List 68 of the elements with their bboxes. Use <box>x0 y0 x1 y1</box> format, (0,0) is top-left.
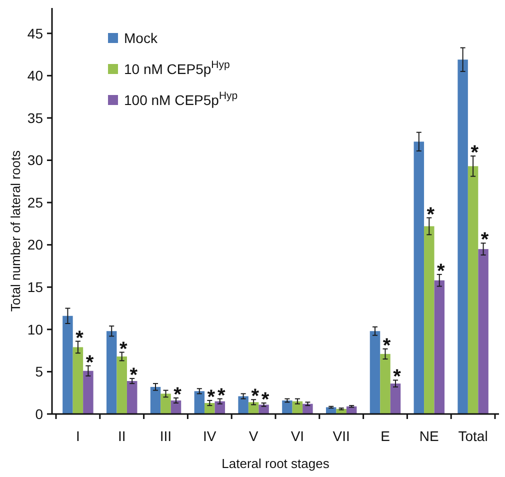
y-tick-label: 35 <box>27 110 44 126</box>
legend-label: 10 nM CEP5p$^{Hyp}$ <box>124 58 230 77</box>
legend-label: 100 nM CEP5p$^{Hyp}$ <box>124 90 238 108</box>
y-tick-label: 45 <box>27 25 44 42</box>
data-label: * <box>207 386 216 408</box>
x-tick-label: E <box>380 428 390 444</box>
x-tick-label: I <box>76 428 80 444</box>
x-tick-label: II <box>118 428 126 444</box>
data-label: * <box>174 384 182 406</box>
bar <box>468 166 478 414</box>
bar <box>204 403 215 414</box>
bar <box>434 280 445 414</box>
data-label: * <box>261 389 270 412</box>
data-label: * <box>76 327 84 350</box>
bar <box>126 381 138 414</box>
x-tick-label: IV <box>203 428 217 444</box>
data-label: * <box>480 229 489 252</box>
y-tick-label: 25 <box>27 194 44 210</box>
x-tick-label: III <box>160 428 172 444</box>
data-label: * <box>130 364 138 386</box>
data-label: * <box>393 366 402 388</box>
bar <box>194 391 205 414</box>
bar <box>370 331 380 414</box>
bar <box>282 400 292 414</box>
y-tick-label: 15 <box>27 279 44 296</box>
y-tick-label: 0 <box>35 406 44 422</box>
y-tick-label: 5 <box>35 364 44 380</box>
data-label: * <box>382 334 391 357</box>
data-label: * <box>86 352 94 374</box>
bar <box>62 316 73 414</box>
bar <box>72 347 84 414</box>
bar <box>258 404 269 414</box>
y-axis-title: Total number of lateral roots <box>8 150 23 312</box>
bar <box>414 142 424 414</box>
bar <box>150 386 161 414</box>
data-label: * <box>251 386 260 408</box>
bar <box>302 404 313 414</box>
y-tick-label: 40 <box>27 68 44 84</box>
bar <box>478 249 488 414</box>
x-tick-label: Total <box>458 428 488 444</box>
data-label: * <box>470 142 479 164</box>
bar <box>160 394 171 414</box>
bar <box>83 370 94 414</box>
bar <box>458 60 468 414</box>
legend-label: Mock <box>124 30 158 46</box>
bar <box>170 400 182 414</box>
data-label: * <box>437 260 446 282</box>
x-tick-label: V <box>248 428 259 444</box>
x-tick-label: VI <box>290 428 304 444</box>
bar <box>326 407 336 414</box>
x-tick-label: NE <box>419 428 439 444</box>
bar <box>424 226 434 414</box>
y-tick-label: 10 <box>27 321 44 338</box>
y-tick-label: 30 <box>27 152 44 168</box>
data-label: * <box>119 338 128 360</box>
bar <box>390 384 401 414</box>
data-label: * <box>426 204 435 226</box>
bar <box>214 401 226 414</box>
bar <box>248 402 259 414</box>
bar <box>116 356 127 414</box>
data-label: * <box>218 384 226 407</box>
bar <box>106 331 117 414</box>
bar <box>380 354 390 414</box>
bar <box>238 396 248 414</box>
y-tick-label: 20 <box>27 236 44 253</box>
x-axis-title: Lateral root stages <box>222 456 330 471</box>
x-tick-label: VII <box>332 428 350 444</box>
bar <box>292 401 303 414</box>
